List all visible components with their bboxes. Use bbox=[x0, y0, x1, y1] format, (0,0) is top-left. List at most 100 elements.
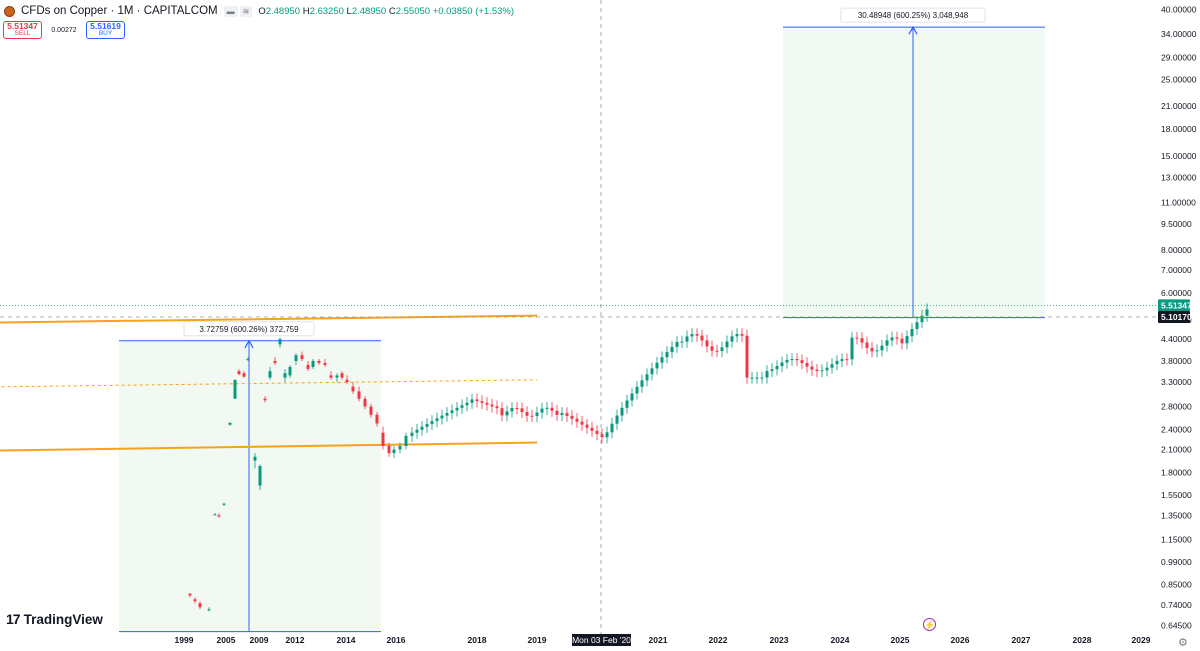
price-tick-label: 3.80000 bbox=[1161, 356, 1192, 366]
candle-body bbox=[780, 362, 784, 367]
measure-arrowhead bbox=[908, 25, 918, 35]
candle-layer bbox=[188, 303, 929, 612]
price-tick-label: 4.40000 bbox=[1161, 334, 1192, 344]
price-tick-label: 0.64500 bbox=[1161, 621, 1192, 631]
sell-button[interactable]: 5.51347 SELL bbox=[3, 21, 42, 39]
candle-body bbox=[600, 433, 604, 438]
price-tick-label: 2.10000 bbox=[1161, 445, 1192, 455]
candle-body bbox=[905, 336, 909, 344]
time-tick-label: 2023 bbox=[770, 635, 789, 645]
time-tick-label: 2019 bbox=[528, 635, 547, 645]
measure-label: 3.72759 (600.26%) 372,759 bbox=[199, 325, 299, 334]
candle-body bbox=[490, 404, 494, 407]
candle-body bbox=[198, 603, 202, 608]
candle-body bbox=[485, 402, 489, 405]
candle-body bbox=[770, 369, 774, 372]
candle-body bbox=[895, 337, 899, 339]
candle-body bbox=[425, 423, 429, 427]
time-tick-label: 2028 bbox=[1073, 635, 1092, 645]
candle-body bbox=[306, 364, 310, 370]
candle-body bbox=[595, 430, 599, 434]
symbol-title[interactable]: CFDs on Copper · 1M · CAPITALCOM bbox=[21, 5, 218, 17]
sell-price: 5.51347 bbox=[7, 21, 38, 31]
time-tick-label: 2012 bbox=[286, 635, 305, 645]
candle-body bbox=[880, 345, 884, 351]
line-price-label: 5.10170 bbox=[1161, 312, 1192, 322]
close-value: 2.55050 bbox=[395, 5, 431, 17]
candle-body bbox=[392, 449, 396, 454]
candle-body bbox=[800, 360, 804, 364]
time-tick-label: 2014 bbox=[337, 635, 356, 645]
candle-body bbox=[440, 415, 444, 419]
buy-button[interactable]: 5.51619 BUY bbox=[86, 21, 125, 39]
time-tick-label: 2029 bbox=[1132, 635, 1151, 645]
gear-icon[interactable]: ⚙ bbox=[1178, 637, 1188, 649]
time-tick-label: 2022 bbox=[709, 635, 728, 645]
time-tick-label: 2021 bbox=[649, 635, 668, 645]
price-tick-label: 6.00000 bbox=[1161, 288, 1192, 298]
time-tick-label: 2027 bbox=[1012, 635, 1031, 645]
candle-body bbox=[535, 412, 539, 417]
candle-body bbox=[253, 456, 257, 461]
candle-body bbox=[715, 350, 719, 352]
candle-body bbox=[915, 322, 919, 329]
candle-body bbox=[288, 366, 292, 376]
measure-label-box bbox=[183, 321, 315, 337]
price-tick-label: 9.50000 bbox=[1161, 219, 1192, 229]
candle-body bbox=[750, 377, 754, 379]
measure-box bbox=[119, 340, 381, 632]
candle-body bbox=[455, 407, 459, 411]
candle-body bbox=[340, 373, 344, 378]
price-tick-label: 1.35000 bbox=[1161, 510, 1192, 520]
candle-body bbox=[720, 347, 724, 352]
candle-body bbox=[835, 360, 839, 365]
brand-name: TradingView bbox=[23, 611, 103, 627]
data-type-badge[interactable]: ≋ bbox=[239, 5, 253, 17]
candle-body bbox=[730, 336, 734, 342]
time-tick-label: 1999 bbox=[175, 635, 194, 645]
price-axis[interactable]: 40.00000 34.00000 29.00000 25.00000 21.00000… bbox=[0, 5, 1197, 631]
candle-body bbox=[645, 374, 649, 381]
line-price-tag bbox=[1158, 310, 1190, 323]
price-tick-label: 13.00000 bbox=[1161, 172, 1197, 182]
candle-body bbox=[910, 328, 914, 337]
price-tick-label: 1.15000 bbox=[1161, 534, 1192, 544]
candle-body bbox=[430, 421, 434, 424]
candle-body bbox=[263, 398, 267, 401]
candle-body bbox=[387, 445, 391, 454]
open-value: 2.48950 bbox=[265, 5, 301, 17]
chart-header: CFDs on Copper · 1M · CAPITALCOM ▬ ≋ O2.… bbox=[4, 3, 514, 19]
candle-body bbox=[317, 360, 321, 363]
candle-body bbox=[520, 408, 524, 413]
candle-body bbox=[920, 315, 924, 323]
candle-body bbox=[381, 432, 385, 446]
ohlc-readout: O2.48950 H2.63250 L2.48950 C2.55050 +0.0… bbox=[258, 6, 514, 17]
candle-body bbox=[311, 360, 315, 367]
candle-body bbox=[745, 335, 749, 378]
lightning-icon[interactable]: ⚡ bbox=[923, 618, 936, 631]
price-tick-label: 7.00000 bbox=[1161, 265, 1192, 275]
header-badges: ▬ ≋ bbox=[223, 5, 253, 17]
candle-body bbox=[855, 337, 859, 339]
candle-body bbox=[875, 350, 879, 352]
candle-body bbox=[890, 337, 894, 341]
candle-body bbox=[294, 355, 298, 361]
channel-layer bbox=[0, 314, 538, 452]
tradingview-logo[interactable]: 17 TradingView bbox=[6, 611, 103, 627]
candle-body bbox=[805, 363, 809, 367]
last-price-label: 5.51347 bbox=[1161, 300, 1192, 310]
candle-body bbox=[530, 415, 534, 417]
market-status-badge[interactable]: ▬ bbox=[223, 5, 238, 17]
candle-body bbox=[495, 406, 499, 409]
candle-body bbox=[685, 336, 689, 342]
candle-body bbox=[590, 427, 594, 431]
high-label: H bbox=[302, 5, 310, 17]
candle-body bbox=[555, 410, 559, 415]
trade-panel: 5.51347 SELL 0.00272 5.51619 BUY bbox=[3, 21, 125, 39]
candle-body bbox=[925, 309, 929, 316]
time-axis[interactable]: 1999 2005 2009 2012 2014 2016 2018 2019 2021 2022… bbox=[175, 635, 1151, 645]
candle-body bbox=[585, 424, 589, 428]
candle-body bbox=[735, 334, 739, 337]
candle-body bbox=[710, 346, 714, 351]
